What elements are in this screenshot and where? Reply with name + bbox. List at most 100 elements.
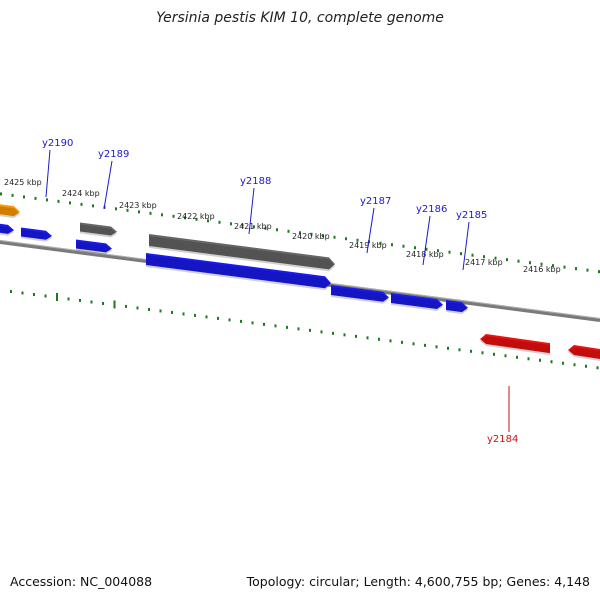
- outer-minor-tick: [69, 201, 71, 205]
- outer-minor-tick: [0, 192, 2, 196]
- inner-minor-tick: [148, 307, 150, 311]
- gene-gray-shadow: [80, 224, 117, 238]
- gene-forward-shadow: [76, 241, 112, 255]
- tick-label: 2421 kbp: [234, 222, 272, 231]
- inner-minor-tick: [378, 337, 380, 341]
- gene-forward-shadow: [331, 287, 389, 304]
- inner-minor-tick: [182, 312, 185, 316]
- gene-reverse: [480, 334, 550, 354]
- outer-minor-tick: [57, 199, 60, 203]
- gene-reverse: [568, 345, 600, 359]
- outer-minor-tick: [287, 229, 290, 233]
- inner-minor-tick: [286, 325, 288, 329]
- outer-minor-tick: [34, 196, 37, 200]
- gene-leader-line: [103, 160, 113, 210]
- outer-minor-tick: [322, 234, 324, 238]
- gene-orange-shadow: [0, 206, 20, 219]
- inner-minor-tick: [251, 321, 254, 325]
- inner-minor-tick: [171, 310, 173, 314]
- gene-forward: [391, 293, 443, 309]
- outer-minor-tick: [92, 204, 94, 208]
- outer-minor-tick: [586, 268, 589, 272]
- outer-minor-tick: [80, 202, 83, 206]
- gene-forward-shadow: [391, 295, 443, 311]
- outer-minor-tick: [414, 246, 416, 250]
- outer-minor-tick: [241, 223, 244, 227]
- inner-minor-tick: [263, 322, 265, 326]
- gene-forward-shadow: [21, 229, 52, 242]
- tick-label: 2420 kbp: [292, 232, 330, 241]
- inner-minor-tick: [343, 333, 346, 337]
- inner-minor-tick: [228, 318, 231, 322]
- tick-label: 2422 kbp: [177, 212, 215, 221]
- inner-minor-tick: [332, 331, 334, 335]
- inner-minor-tick: [320, 330, 323, 334]
- inner-minor-tick: [504, 354, 507, 358]
- outer-minor-tick: [575, 267, 577, 271]
- outer-minor-tick: [218, 220, 221, 224]
- inner-tick-ring: [10, 290, 599, 370]
- inner-minor-tick: [240, 319, 242, 323]
- outer-minor-tick: [483, 255, 485, 259]
- outer-minor-tick: [149, 211, 152, 215]
- outer-minor-tick: [425, 247, 428, 251]
- inner-minor-tick: [79, 298, 81, 302]
- inner-minor-tick: [67, 297, 70, 301]
- inner-minor-tick: [159, 309, 162, 313]
- gene-label: y2189: [98, 149, 129, 160]
- outer-minor-tick: [563, 265, 566, 269]
- gene-leader-line: [248, 187, 255, 235]
- outer-minor-tick: [126, 208, 129, 212]
- inner-minor-tick: [205, 315, 208, 319]
- inner-minor-tick: [596, 366, 599, 370]
- gene-features: [0, 204, 600, 361]
- gene-label-leaders: [45, 149, 510, 432]
- gene-label: y2186: [416, 204, 447, 215]
- gene-label: y2185: [456, 210, 487, 221]
- inner-minor-tick: [527, 357, 530, 361]
- gene-forward: [446, 300, 468, 313]
- map-title: Yersinia pestis KIM 10, complete genome: [156, 10, 444, 26]
- gene-gray: [80, 222, 117, 236]
- gene-forward: [331, 285, 389, 302]
- outer-minor-tick: [207, 219, 209, 223]
- tick-label: 2425 kbp: [4, 178, 42, 187]
- gene-forward-long: [146, 253, 331, 289]
- gene-label: y2184: [487, 434, 518, 445]
- outer-minor-tick: [540, 262, 543, 266]
- inner-minor-tick: [401, 340, 403, 344]
- accession-text: Accession: NC_004088: [10, 574, 153, 589]
- outer-minor-tick: [402, 244, 405, 248]
- inner-minor-tick: [44, 294, 47, 298]
- gene-forward-shadow: [446, 302, 468, 315]
- gene-reverse-shadow: [480, 336, 550, 356]
- outer-minor-tick: [115, 207, 117, 211]
- outer-minor-tick: [506, 258, 508, 262]
- inner-minor-tick: [309, 328, 311, 332]
- inner-minor-tick: [90, 300, 93, 304]
- inner-minor-tick: [516, 355, 518, 359]
- outer-minor-tick: [253, 225, 255, 229]
- outer-minor-tick: [345, 237, 347, 241]
- inner-minor-tick: [585, 364, 587, 368]
- outer-minor-tick: [138, 210, 140, 214]
- gene-leader-line: [366, 207, 375, 254]
- gene-leader-line: [45, 149, 51, 198]
- gene-label: y2190: [42, 138, 73, 149]
- inner-major-tick: [56, 292, 58, 301]
- gene-forward: [76, 239, 112, 253]
- outer-minor-tick: [11, 193, 14, 197]
- inner-minor-tick: [136, 306, 139, 310]
- tick-label: 2417 kbp: [465, 258, 503, 267]
- outer-minor-tick: [264, 226, 267, 230]
- outer-minor-tick: [448, 250, 451, 254]
- inner-minor-tick: [355, 334, 357, 338]
- outer-minor-tick: [23, 195, 25, 199]
- gene-forward: [0, 223, 14, 234]
- inner-minor-tick: [493, 352, 495, 356]
- inner-minor-tick: [412, 342, 415, 346]
- gene-label: y2187: [360, 196, 391, 207]
- inner-minor-tick: [481, 351, 484, 355]
- outer-minor-tick: [195, 217, 198, 221]
